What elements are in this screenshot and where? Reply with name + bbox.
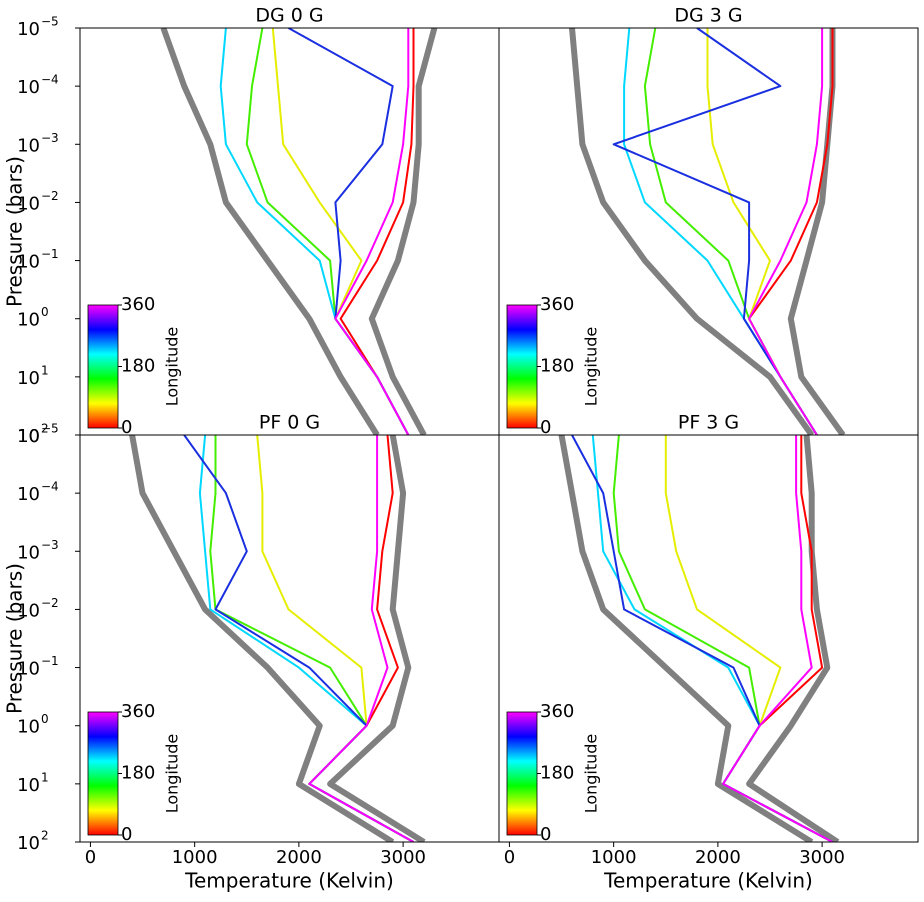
y-tick-exponent: 1: [41, 770, 49, 784]
y-tick-exponent: −3: [41, 538, 59, 552]
profile: [748, 28, 824, 435]
x-tick-label: 2000: [276, 847, 322, 868]
y-tick-label: 10: [17, 135, 40, 156]
profile: [308, 435, 414, 842]
y-tick-label: 10: [17, 19, 40, 40]
x-tick-label: 3000: [799, 847, 845, 868]
colorbar-tick-label: 180: [121, 763, 155, 784]
panel: DG 3 G 0 180 360 Longitude: [498, 5, 919, 438]
colorbar-tick-label: 180: [540, 763, 574, 784]
y-tick-label: 10: [17, 77, 40, 98]
y-axis-label: Pressure (bars): [3, 563, 27, 714]
colorbar-label: Longitude: [582, 734, 601, 814]
ambient-profile: [327, 435, 426, 842]
y-tick-exponent: −5: [41, 15, 59, 29]
y-tick-exponent: 0: [41, 305, 49, 319]
colorbar-tick-label: 0: [540, 417, 551, 438]
x-axis-label: Temperature (Kelvin): [184, 869, 394, 893]
y-tick-exponent: −2: [41, 596, 59, 610]
x-tick-label: 3000: [380, 847, 426, 868]
colorbar-tick-label: 0: [121, 417, 132, 438]
y-tick-label: 10: [17, 659, 40, 680]
colorbar-tick-label: 360: [540, 701, 574, 722]
ambient-profile: [160, 28, 380, 435]
y-tick-exponent: −3: [41, 131, 59, 145]
panel-title: PF 0 G: [259, 412, 320, 434]
y-tick-exponent: −4: [41, 73, 59, 87]
colorbar: [506, 711, 538, 836]
colorbar: [87, 304, 119, 429]
colorbar-label: Longitude: [163, 327, 182, 407]
lines: [129, 435, 426, 842]
profile: [339, 28, 415, 435]
colorbar-tick-label: 0: [121, 824, 132, 845]
colorbar-label: Longitude: [582, 327, 601, 407]
y-tick-exponent: −2: [41, 189, 59, 203]
profile: [571, 435, 833, 842]
colorbar-label: Longitude: [163, 734, 182, 814]
y-tick-label: 10: [17, 833, 40, 854]
colorbar: [506, 304, 538, 429]
x-tick-label: 2000: [695, 847, 741, 868]
x-tick-label: 0: [504, 847, 515, 868]
y-tick-exponent: 2: [41, 829, 49, 843]
profile: [643, 28, 818, 435]
colorbar-tick-label: 180: [540, 356, 574, 377]
ambient-profile: [746, 435, 840, 842]
y-tick-exponent: −1: [41, 247, 59, 261]
y-tick-exponent: −4: [41, 480, 59, 494]
profile: [198, 435, 414, 842]
ambient-profile: [129, 435, 395, 842]
panel: PF 0 G10 −510 −410 −310 −210 −110 010 110 20 1000…: [3, 412, 500, 893]
y-tick-exponent: 1: [41, 363, 49, 377]
colorbar-tick-label: 0: [540, 824, 551, 845]
ambient-profile: [787, 28, 846, 435]
colorbar-tick-label: 360: [121, 701, 155, 722]
profile: [612, 435, 833, 842]
y-tick-label: 10: [17, 600, 40, 621]
lines: [569, 28, 846, 435]
x-tick-label: 1000: [172, 847, 218, 868]
y-tick-exponent: −1: [41, 654, 59, 668]
panel-frame: [498, 434, 919, 843]
ambient-profile: [558, 435, 814, 842]
panel-title: PF 3 G: [678, 412, 739, 434]
x-tick-label: 0: [85, 847, 96, 868]
ambient-profile: [569, 28, 815, 435]
y-tick-label: 10: [17, 542, 40, 563]
profile: [623, 28, 818, 435]
profile: [245, 28, 410, 435]
y-tick-label: 10: [17, 252, 40, 273]
y-tick-exponent: −5: [41, 422, 59, 436]
lines: [160, 28, 438, 435]
colorbar-tick-label: 180: [121, 356, 155, 377]
x-tick-label: 1000: [591, 847, 637, 868]
y-tick-label: 10: [17, 484, 40, 505]
y-tick-label: 10: [17, 310, 40, 331]
ambient-profile: [368, 28, 438, 435]
y-tick-exponent: 0: [41, 712, 49, 726]
y-tick-label: 10: [17, 717, 40, 738]
y-tick-label: 10: [17, 368, 40, 389]
y-axis-label: Pressure (bars): [3, 156, 27, 307]
colorbar-tick-label: 360: [540, 294, 574, 315]
colorbar-tick-label: 360: [121, 294, 155, 315]
x-axis-label: Temperature (Kelvin): [603, 869, 813, 893]
y-tick-label: 10: [17, 426, 40, 447]
colorbar: [87, 711, 119, 836]
y-tick-label: 10: [17, 193, 40, 214]
y-tick-label: 10: [17, 426, 40, 447]
lines: [558, 435, 840, 842]
panel-title: DG 0 G: [255, 5, 323, 27]
y-tick-exponent: 2: [41, 422, 49, 436]
panel-title: DG 3 G: [674, 5, 742, 27]
y-tick-label: 10: [17, 775, 40, 796]
profile: [722, 435, 833, 842]
profile: [334, 28, 410, 435]
